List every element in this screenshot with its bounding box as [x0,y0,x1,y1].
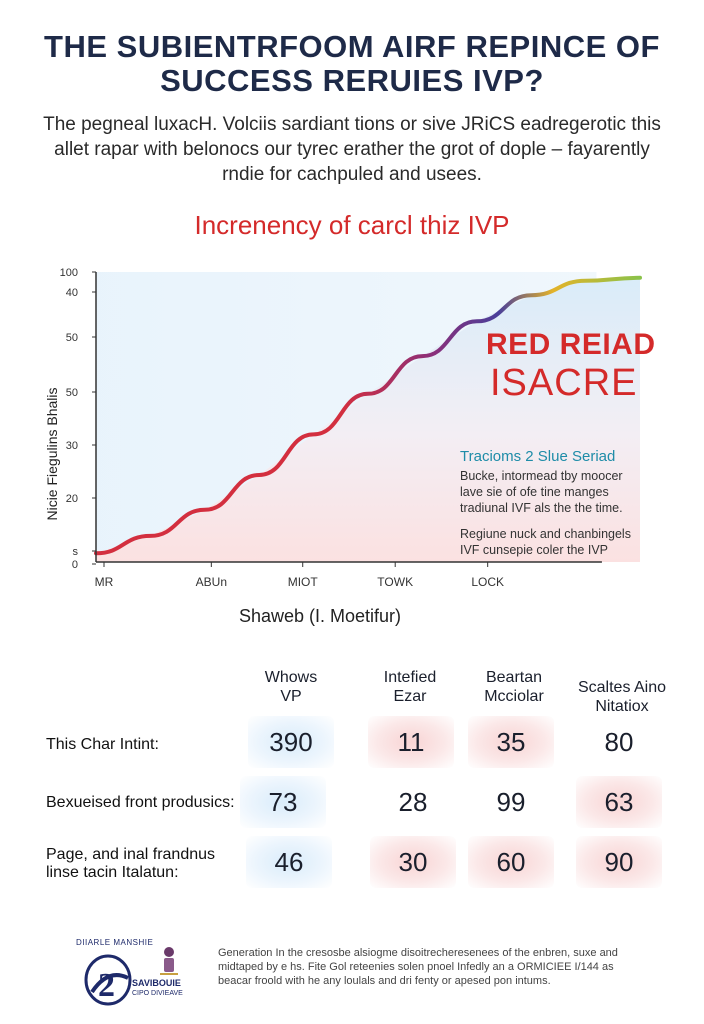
logo-bottom-text: CIPO DIVIEAVE [132,990,183,997]
logo-glyph: 2 [98,967,115,1004]
footer-line-3: beacar froold with he any loulals and dr… [218,975,551,987]
table-cell: 99 [496,787,526,817]
table-cell: 63 [576,776,662,828]
x-tick-label: MIOT [288,575,319,589]
row-label-1-line-1: This Char Intint: [46,736,159,753]
legend-p2-line-2: IVF cunsepie coler the IVP [460,543,608,557]
column-header-2-line-2: Ezar [393,688,427,705]
column-header-2-line-1: Intefied [383,669,437,686]
column-header-1-line-2: VP [280,688,302,705]
table-cell: 60 [468,836,554,888]
y-tick-label: s [73,546,79,558]
legend-paragraph-2: Regiune nuck and chanbingels IVF cunsepi… [460,526,660,558]
column-header-3: Beartan Mcciolar [464,668,564,706]
column-header-4: Scaltes Aino Nitatiox [566,678,678,716]
organization-logo: DIIARLE MANSHIE 2 SAVIBOUIE CIPO DIVIEAV… [76,938,206,1008]
y-tick-label: 40 [66,287,78,299]
chart-title: Increnency of carcl thiz IVP [194,210,510,240]
table-cell: 35 [468,716,554,768]
table-cell: 11 [368,716,454,768]
brand-line-1: RED REIAD [486,328,656,361]
brand-line-2: ISACRE [490,362,638,404]
logo-top-text: DIIARLE MANSHIE [76,938,154,947]
table-cell: 90 [576,836,662,888]
line-chart: 100 40 50 50 30 20 s0 MR ABUn MIOT TOWK LOCK [60,267,642,589]
table-cell: 28 [398,787,428,817]
subtitle-line-2: allet rapar with belonocs our tyrec erat… [54,139,650,160]
column-header-4-line-1: Scaltes Aino [577,679,667,696]
x-tick-label: MR [95,575,114,589]
title-line-2: SUCCESS RERUIES IVP? [160,63,544,98]
title-line-1: THE SUBIENTRFOOM AIRF REPINCE OF [44,29,660,64]
logo-emblem-icon: 2 [84,954,132,1006]
row-label-2: Bexueised front produsics: [46,794,235,812]
y-tick-label: 0 [72,559,78,571]
x-tick-label: LOCK [471,575,504,589]
legend-title: Tracioms 2 Slue Seriad [460,448,616,465]
footer-line-2: midtaped by e hs. Fite Gol reteenies sol… [218,961,614,973]
y-tick-label: 100 [60,267,78,279]
table-cell: 30 [370,836,456,888]
series-line [94,275,642,556]
row-label-3-line-2: linse tacin Italatun: [46,864,179,881]
table-cell: 390 [248,716,334,768]
column-header-1: Whows VP [246,668,336,706]
y-tick-label: 30 [66,440,78,452]
subtitle-line-1: The pegneal luxacH. Volciis sardiant tio… [43,114,661,135]
subtitle-line-3: rndie for cachpuled and usees. [222,164,482,185]
table-cell: 73 [240,776,326,828]
row-label-3-line-1: Page, and inal frandnus [46,846,216,863]
column-header-2: Intefied Ezar [364,668,456,706]
logo-mid-text: SAVIBOUIE [132,978,181,988]
area-fill [96,277,640,562]
row-label-3: Page, and inal frandnus linse tacin Ital… [46,846,215,882]
x-tick-label: ABUn [196,575,227,589]
column-header-3-line-2: Mcciolar [484,688,544,705]
row-label-2-line-1: Bexueised front produsics: [46,794,235,811]
y-tick-label: 50 [66,387,78,399]
legend-p1-line-2: lave sie of ofe tine manges [460,485,609,499]
footer-line-1: Generation In the cresosbe alsiogme diso… [218,947,618,959]
footer-text: Generation In the cresosbe alsiogme diso… [218,946,688,988]
column-header-1-line-1: Whows [264,669,318,686]
table-cell: 46 [246,836,332,888]
legend-p1-line-1: Bucke, intormead tby moocer [460,469,623,483]
legend-p2-line-1: Regiune nuck and chanbingels [460,527,631,541]
crest-icon [160,947,178,975]
x-tick-label: TOWK [377,575,413,589]
y-tick-label: 50 [66,332,78,344]
page-subtitle: The pegneal luxacH. Volciis sardiant tio… [40,112,664,187]
x-axis-label: Shaweb (I. Moetifur) [238,606,402,626]
column-header-4-line-2: Nitatiox [595,698,649,715]
page-title: THE SUBIENTRFOOM AIRF REPINCE OF SUCCESS… [20,30,684,98]
y-axis-label: Nicie Fiegulins Bhalis [44,387,60,521]
legend-paragraph-1: Bucke, intormead tby moocer lave sie of … [460,468,660,516]
legend-p1-line-3: tradiunal IVF als the the time. [460,501,623,515]
y-tick-label: 20 [66,493,78,505]
row-label-1: This Char Intint: [46,736,159,754]
table-cell: 80 [604,727,634,757]
column-header-3-line-1: Beartan [485,669,543,686]
